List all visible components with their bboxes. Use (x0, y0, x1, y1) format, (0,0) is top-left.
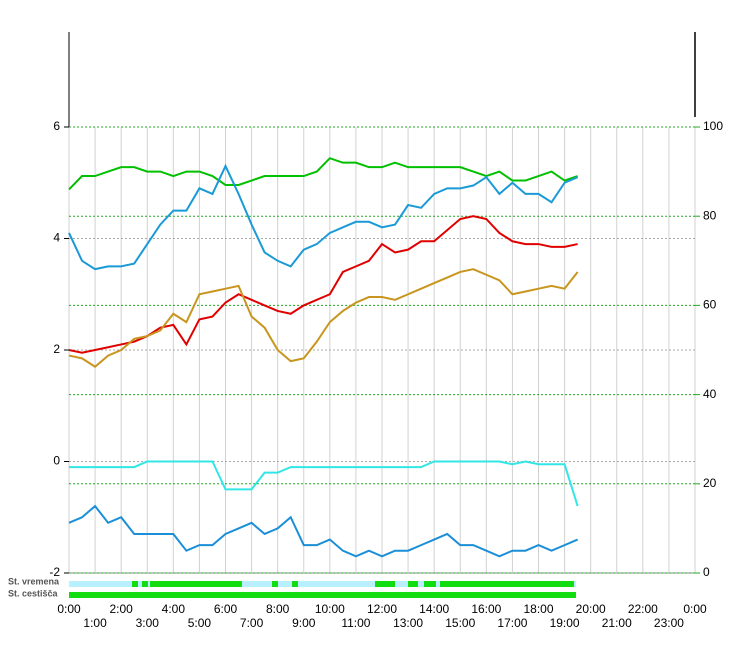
x-tick-label: 8:00 (266, 602, 290, 616)
x-tick-label: 1:00 (83, 616, 107, 630)
x-tick-label: 19:00 (550, 616, 580, 630)
y2-tick-label: 40 (703, 387, 717, 401)
x-tick-label: 0:00 (683, 602, 707, 616)
x-tick-label: 6:00 (214, 602, 238, 616)
x-tick-label: 18:00 (523, 602, 553, 616)
x-tick-label: 5:00 (188, 616, 212, 630)
x-tick-label: 23:00 (654, 616, 684, 630)
x-tick-label: 16:00 (471, 602, 501, 616)
status-label: St. vremena (8, 576, 60, 586)
x-tick-label: 10:00 (315, 602, 345, 616)
series-line (68, 215, 578, 354)
series-line (68, 268, 579, 368)
y-tick-label: 2 (53, 342, 60, 356)
series-line (69, 460, 579, 507)
x-tick-label: 20:00 (576, 602, 606, 616)
y2-tick-label: 0 (703, 565, 710, 579)
y2-tick-label: 100 (703, 119, 723, 133)
x-tick-label: 14:00 (419, 602, 449, 616)
x-tick-label: 9:00 (292, 616, 316, 630)
x-tick-label: 2:00 (109, 602, 133, 616)
series-line (68, 504, 579, 558)
y2-tick-label: 60 (703, 298, 717, 312)
x-tick-label: 3:00 (136, 616, 160, 630)
x-tick-label: 21:00 (602, 616, 632, 630)
x-tick-label: 7:00 (240, 616, 264, 630)
status-dots (132, 581, 574, 587)
status-strip (69, 592, 576, 598)
y2-tick-label: 20 (703, 476, 717, 490)
x-tick-label: 13:00 (393, 616, 423, 630)
x-tick-label: 15:00 (445, 616, 475, 630)
series-line (68, 157, 578, 191)
x-tick-label: 0:00 (57, 602, 81, 616)
y-tick-label: -2 (49, 565, 60, 579)
y-tick-label: 6 (53, 119, 60, 133)
x-tick-label: 17:00 (497, 616, 527, 630)
status-strip (69, 581, 576, 587)
x-tick-label: 22:00 (628, 602, 658, 616)
y-tick-label: 0 (53, 454, 60, 468)
x-tick-label: 11:00 (341, 616, 370, 630)
series-line (68, 163, 579, 271)
status-label: St. cestišča (8, 588, 59, 598)
y2-tick-label: 80 (703, 208, 717, 222)
x-tick-label: 4:00 (162, 602, 186, 616)
x-tick-label: 12:00 (367, 602, 397, 616)
y-tick-label: 4 (53, 231, 60, 245)
